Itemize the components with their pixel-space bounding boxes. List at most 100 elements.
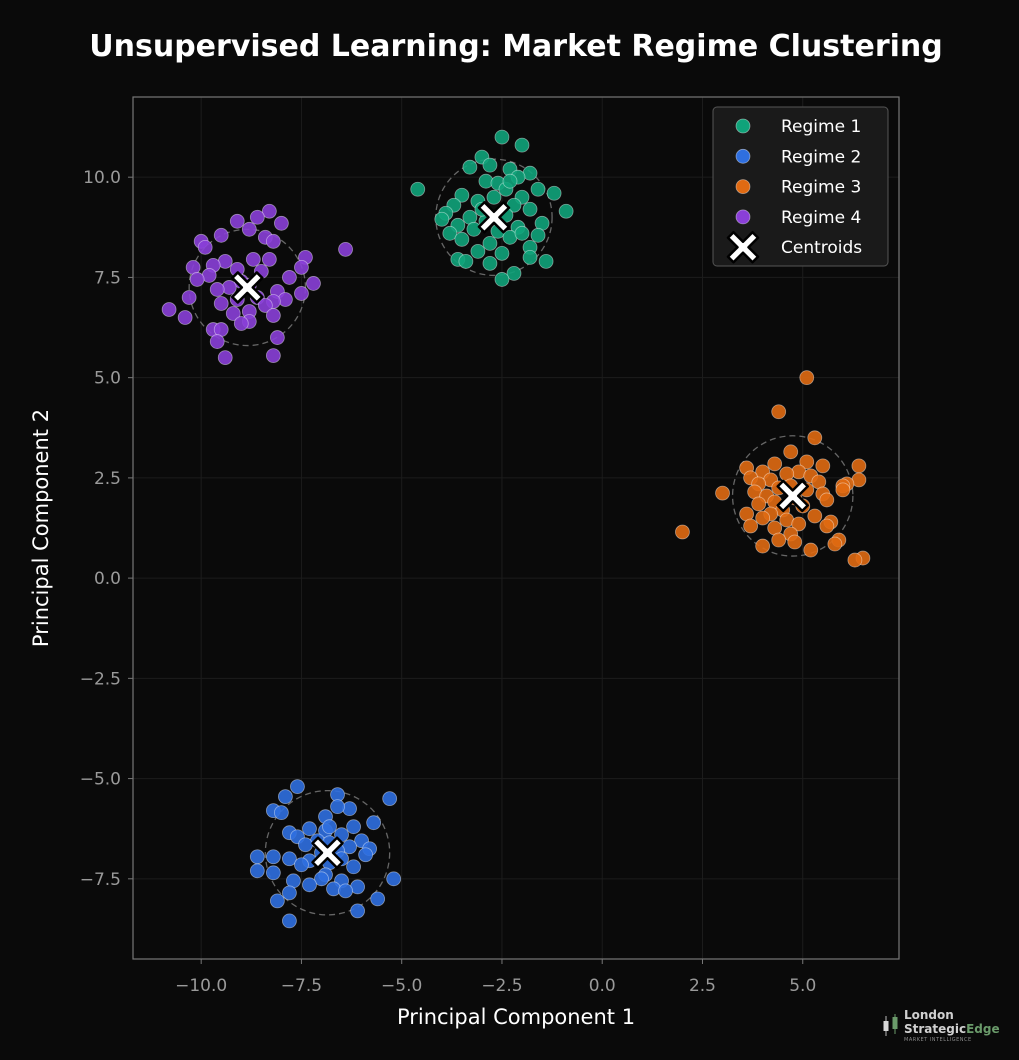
x-axis-label: Principal Component 1: [397, 1005, 635, 1029]
logo-line-2: StrategicEdge: [904, 1022, 1000, 1036]
x-axis-ticks: −10.0 −7.5 −5.0 −2.5 0.0 2.5 5.0: [175, 959, 816, 996]
centroid-marker: [776, 479, 809, 513]
logo-line-1: London: [904, 1008, 954, 1022]
centroid-marker: [477, 201, 511, 234]
regime1-point: [522, 201, 538, 217]
regime2-point: [269, 893, 285, 909]
regime3-point: [807, 430, 823, 446]
regime4-point: [306, 276, 321, 291]
regime2-point: [370, 891, 386, 907]
regime1-point: [494, 272, 510, 287]
regime1-point: [530, 227, 546, 243]
regime2-point: [294, 857, 309, 873]
legend-label: Regime 1: [781, 117, 861, 137]
regime3-point: [847, 552, 863, 568]
y-tick-label: −2.5: [80, 669, 121, 689]
x-tick-label: −10.0: [175, 976, 227, 996]
regime4-point: [265, 233, 281, 249]
regime3-point: [767, 456, 783, 472]
chart-title: Unsupervised Learning: Market Regime Clu…: [89, 29, 942, 64]
regime4-point: [269, 330, 285, 345]
regime4-point: [265, 348, 281, 364]
regime1-point: [454, 187, 470, 203]
regime2-point: [265, 849, 281, 865]
legend-label: Regime 2: [781, 147, 861, 167]
legend-label: Centroids: [781, 238, 862, 258]
y-tick-label: 2.5: [94, 469, 121, 489]
regime1-point: [546, 185, 562, 201]
regime4-point: [294, 259, 309, 275]
regime3-point: [771, 532, 787, 548]
regime2-point: [282, 913, 297, 929]
legend-marker: [735, 118, 751, 134]
centroid-marker: [311, 836, 344, 870]
regime4-point: [197, 239, 213, 255]
regime1-point: [502, 173, 518, 189]
regime2-point: [346, 819, 361, 835]
regime2-point: [302, 821, 317, 837]
regime3-point: [771, 404, 787, 420]
regime2-point: [282, 885, 297, 901]
logo-word-edge: Edge: [966, 1022, 1000, 1036]
regime3-point: [799, 454, 815, 470]
logo-tagline: MARKET INTELLIGENCE: [904, 1037, 972, 1043]
legend-box: [712, 106, 889, 267]
regime3-point: [803, 542, 819, 558]
regime1-point: [530, 181, 546, 197]
x-tick-label: 5.0: [789, 976, 816, 996]
regime3-point: [675, 524, 690, 540]
regime1-point: [482, 157, 498, 173]
regime3-point: [819, 492, 835, 508]
regime1-point: [506, 266, 522, 281]
regime1-point: [494, 245, 510, 261]
regime2-point: [273, 805, 289, 821]
y-tick-label: −5.0: [80, 770, 121, 790]
regime1-point: [522, 249, 538, 265]
regime4-point: [277, 292, 293, 307]
regime2-point: [330, 799, 345, 815]
regime3-point: [851, 458, 867, 474]
legend-marker: [726, 230, 760, 264]
regime2-point: [314, 871, 329, 887]
y-tick-label: 0.0: [94, 569, 121, 589]
regime3-point: [751, 496, 767, 512]
centroid-markers: [231, 201, 809, 870]
x-tick-label: −7.5: [281, 976, 322, 996]
regime1-point: [466, 221, 482, 237]
regime1-point: [482, 255, 498, 271]
regime1-point: [486, 189, 502, 205]
regime1-point: [538, 253, 554, 269]
regime2-point: [298, 837, 313, 853]
regime2-point: [277, 789, 293, 805]
regime2-point: [350, 903, 365, 919]
regime1-point: [462, 159, 478, 175]
regime2-point: [346, 859, 361, 875]
regime4-point: [257, 298, 273, 313]
regime2-point: [322, 819, 337, 835]
regime1-point: [458, 253, 474, 269]
regime2-point: [382, 791, 398, 807]
regime4-point: [282, 270, 297, 285]
y-axis-ticks: −7.5 −5.0 −2.5 0.0 2.5 5.0 7.5 10.0: [80, 168, 133, 890]
regime2-point: [338, 883, 353, 899]
centroid-marker: [231, 271, 264, 304]
y-tick-label: 10.0: [83, 168, 121, 188]
cluster-radius-circle: [731, 435, 854, 557]
candlestick-logo-icon: [883, 1014, 898, 1036]
y-tick-label: 7.5: [94, 268, 121, 288]
regime3-point: [783, 444, 799, 460]
regime3-point: [743, 518, 759, 534]
regime4-point: [213, 227, 229, 243]
regime4-point: [233, 316, 249, 331]
plot-frame: [132, 96, 900, 960]
regime4-point: [221, 280, 237, 295]
regime3-point: [827, 536, 843, 552]
regime4-point: [189, 272, 205, 287]
regime3-point: [815, 458, 831, 474]
regime4-point: [338, 241, 353, 257]
legend-marker: [735, 209, 751, 225]
regime4-point: [261, 203, 277, 219]
regime4-point: [241, 221, 257, 237]
regime2-point: [386, 871, 402, 887]
regime3-point: [755, 538, 771, 554]
